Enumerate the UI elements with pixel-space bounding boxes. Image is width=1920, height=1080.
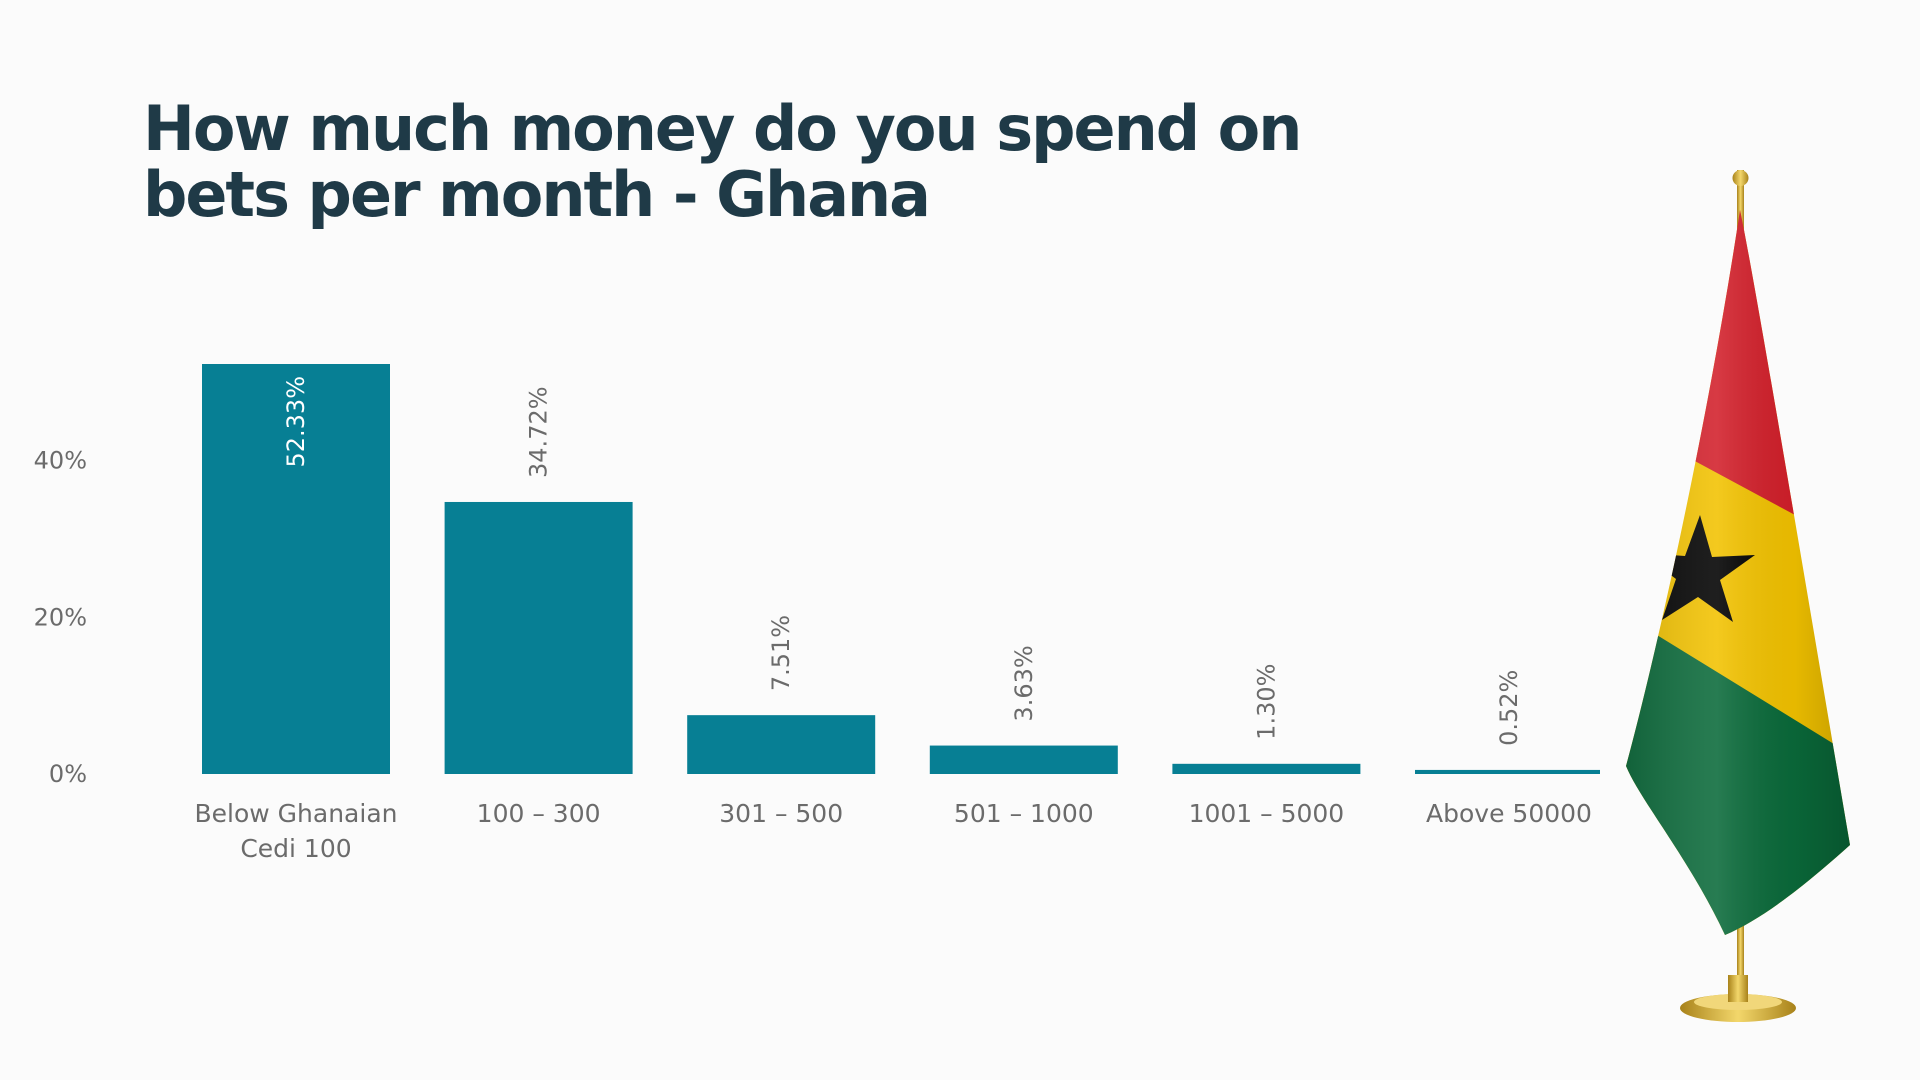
bar (202, 364, 390, 774)
x-tick-label: 301 – 500 (719, 799, 843, 828)
bar-value-label: 0.52% (1495, 670, 1523, 746)
y-tick-label: 40% (34, 447, 87, 475)
ghana-flag-icon (1626, 170, 1850, 1022)
bar-chart: 0% 20% 40% 52.33% 34.72% 7.51% 3.63% 1.30% 0.52… (34, 364, 1600, 863)
bar-value-label: 1.30% (1252, 664, 1280, 740)
x-tick-label: 501 – 1000 (954, 799, 1094, 828)
bars: 52.33% 34.72% 7.51% 3.63% 1.30% 0.52% (202, 364, 1600, 774)
bar (1415, 769, 1600, 774)
y-axis: 0% 20% 40% (34, 447, 87, 788)
y-tick-label: 0% (49, 760, 87, 788)
x-tick-label: 100 – 300 (477, 799, 601, 828)
x-tick-label: 1001 – 5000 (1189, 799, 1345, 828)
chart-title: How much money do you spend on bets per … (143, 92, 1302, 231)
bar-value-label: 52.33% (282, 376, 310, 468)
bar (1172, 763, 1361, 774)
bar (929, 745, 1118, 774)
bar-value-label: 34.72% (525, 386, 553, 478)
x-tick-label: Cedi 100 (240, 834, 351, 863)
bar (444, 501, 633, 774)
bar-value-label: 7.51% (767, 615, 795, 691)
y-tick-label: 20% (34, 603, 87, 631)
bar-value-label: 3.63% (1010, 645, 1038, 721)
x-tick-label: Above 50000 (1426, 799, 1592, 828)
x-tick-label: Below Ghanaian (195, 799, 398, 828)
bar (687, 715, 876, 774)
x-axis: Below Ghanaian Cedi 100 100 – 300 301 – 500… (195, 799, 1592, 863)
